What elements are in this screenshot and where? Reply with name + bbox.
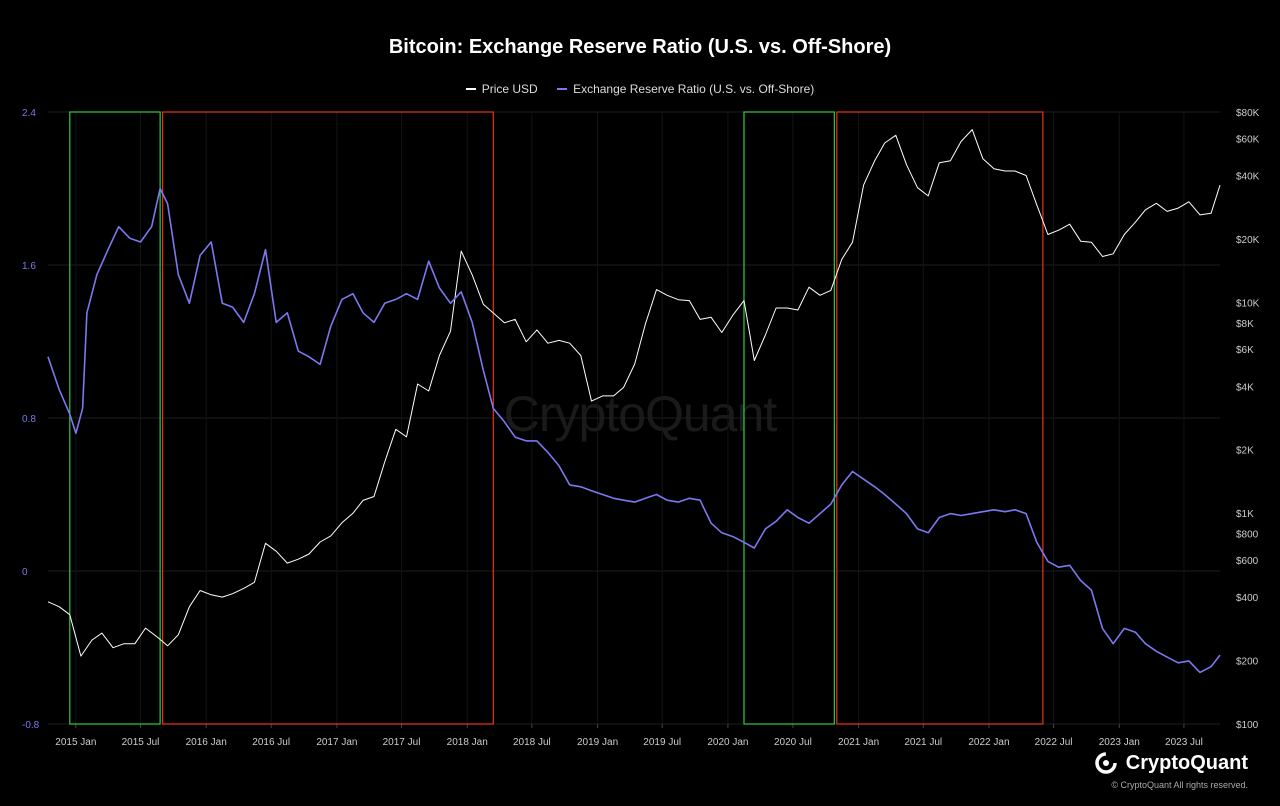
annotation-box-1 [69,111,161,725]
annotation-box-2 [162,111,494,725]
x-tick-label: 2019 Jan [577,737,618,748]
y-right-tick-label: $60K [1236,134,1260,145]
y-left-tick-label: 2.4 [22,108,36,119]
y-right-tick-label: $4K [1236,382,1254,393]
y-right-tick-label: $8K [1236,319,1254,330]
x-tick-label: 2022 Jul [1035,737,1073,748]
brand-name: CryptoQuant [1125,751,1248,774]
chart-title: Bitcoin: Exchange Reserve Ratio (U.S. vs… [388,36,892,58]
y-right-tick-label: $100 [1236,720,1259,731]
x-tick-label: 2018 Jul [513,737,551,748]
y-right-tick-label: $200 [1236,657,1259,668]
y-left-tick-label: 0.8 [22,414,36,425]
x-tick-label: 2015 Jul [122,737,160,748]
legend-item-price[interactable]: Price USD [465,82,538,96]
x-tick-label: 2023 Jan [1099,737,1140,748]
y-left-tick-label: 1.6 [22,261,36,272]
chart-legend: Price USD Exchange Reserve Ratio (U.S. v… [0,79,1280,96]
y-left-tick-label: 0 [22,567,28,578]
x-tick-label: 2021 Jul [904,737,942,748]
y-right-tick-label: $10K [1236,298,1260,309]
annotation-box-4 [836,111,1044,725]
y-right-tick-label: $20K [1236,235,1260,246]
x-tick-label: 2017 Jul [383,737,421,748]
y-right-tick-label: $2K [1236,446,1254,457]
x-tick-label: 2021 Jan [838,737,879,748]
x-tick-label: 2020 Jul [774,737,812,748]
x-tick-label: 2022 Jan [968,737,1009,748]
watermark: CryptoQuant [503,386,777,442]
series-line-price-usd [47,129,1221,657]
brand-logo: CryptoQuant [1094,751,1248,775]
y-left-tick-label: -0.8 [22,720,40,731]
y-right-tick-label: $600 [1236,556,1259,567]
legend-label-price: Price USD [481,82,538,96]
y-right-tick-label: $1K [1236,509,1254,520]
x-tick-label: 2018 Jan [447,737,488,748]
x-tick-label: 2016 Jan [186,737,227,748]
legend-label-ratio: Exchange Reserve Ratio (U.S. vs. Off-Sho… [573,82,815,96]
annotation-box-3 [743,111,835,725]
y-right-tick-label: $6K [1236,345,1254,356]
cryptoquant-logo-icon [1095,752,1117,774]
x-tick-label: 2015 Jan [55,737,96,748]
copyright-text: © CryptoQuant All rights reserved. [1111,780,1248,790]
x-tick-label: 2020 Jan [707,737,748,748]
x-tick-label: 2016 Jul [252,737,290,748]
legend-item-ratio[interactable]: Exchange Reserve Ratio (U.S. vs. Off-Sho… [557,82,814,96]
legend-swatch-price [465,88,476,90]
x-tick-label: 2017 Jan [316,737,357,748]
y-right-tick-label: $40K [1236,171,1260,182]
y-right-tick-label: $800 [1236,530,1259,541]
legend-swatch-ratio [557,88,568,90]
x-tick-label: 2023 Jul [1165,737,1203,748]
y-right-tick-label: $80K [1236,108,1260,119]
x-tick-label: 2019 Jul [643,737,681,748]
y-right-tick-label: $400 [1236,593,1259,604]
series-line-exchange-reserve-ratio [47,187,1221,674]
